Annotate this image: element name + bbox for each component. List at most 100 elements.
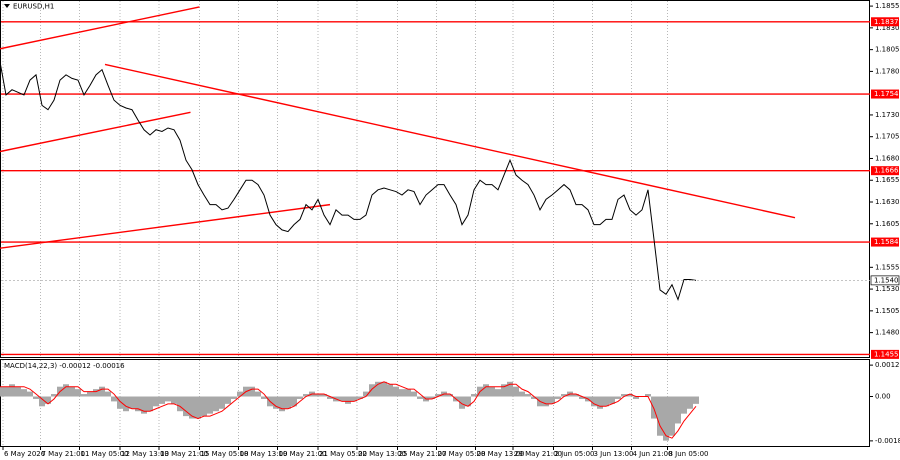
histogram-bar [561,394,567,397]
macd-panel-frame [0,359,870,447]
histogram-bar [591,396,597,407]
y-tick-label: 1.1630 [875,198,900,206]
histogram-bar [687,396,693,409]
histogram-bar [129,396,135,409]
histogram-bar [417,396,423,399]
level-label: 1.1666 [874,167,899,175]
histogram-bar [261,396,267,399]
histogram-bar [279,396,285,412]
y-tick-label: 1.1680 [875,154,900,162]
histogram-bar [45,396,51,404]
histogram-bar [201,396,207,417]
x-tick-label: 2 Jun 05:00 [555,450,595,458]
histogram-bar [303,394,309,397]
symbol-menu-icon[interactable] [4,4,10,8]
histogram-bar [165,396,171,402]
x-tick-label: 12 May 13:00 [121,450,169,458]
histogram-bar [135,396,141,412]
x-tick-label: 15 May 05:00 [201,450,249,458]
y-tick-label: 1.1855 [875,2,900,10]
histogram-bar [525,394,531,397]
histogram-bar [249,386,255,397]
histogram-bar [141,396,147,414]
histogram-bar [471,394,477,397]
histogram-bar [111,396,117,402]
histogram-bar [651,396,657,419]
histogram-bar [657,396,663,436]
x-tick-label: 4 Jun 21:00 [633,450,673,458]
histogram-bar [15,386,21,397]
level-label: 1.1754 [874,90,899,98]
histogram-bar [75,389,81,397]
level-label: 1.1584 [874,238,899,246]
histogram-bar [81,394,87,397]
y-tick-label: 0.00128 [875,361,900,369]
histogram-bar [195,396,201,419]
histogram-bar [693,396,699,404]
level-label-box [871,166,899,176]
histogram-bar [207,396,213,414]
histogram-bar [345,396,351,404]
histogram-bar [597,396,603,409]
histogram-bar [501,384,507,397]
histogram-bar [159,396,165,404]
histogram-bar [9,384,15,397]
histogram-bar [171,396,177,404]
histogram-bar [543,396,549,407]
y-tick-label: 1.1655 [875,176,900,184]
histogram-bar [225,396,231,404]
histogram-bar [513,386,519,397]
histogram-bar [621,394,627,397]
x-tick-label: 13 May 21:00 [160,450,208,458]
histogram-bar [645,394,651,397]
histogram-bar [663,396,669,441]
x-tick-label: 25 May 21:00 [399,450,447,458]
y-tick-label: 1.1530 [875,285,900,293]
y-tick-label: 0.00 [875,393,891,401]
histogram-bar [573,394,579,397]
histogram-bar [255,391,261,397]
x-tick-label: 28 May 13:00 [477,450,525,458]
y-tick-label: 1.1480 [875,329,900,337]
histogram-bar [231,396,237,399]
histogram-bar [27,391,33,397]
histogram-bar [237,391,243,397]
x-tick-label: 22 May 13:00 [358,450,406,458]
y-tick-label: 1.1555 [875,263,900,271]
trend-line [104,63,796,219]
histogram-bar [393,386,399,397]
histogram-bar [87,391,93,397]
histogram-bar [357,396,363,399]
histogram-bar [507,381,513,397]
histogram-bar [99,386,105,397]
y-tick-label: 1.1830 [875,24,900,32]
macd-title: MACD(14,22,3) -0.00012 -0.00016 [4,362,125,370]
x-tick-label: 18 May 13:00 [240,450,288,458]
histogram-bar [183,396,189,417]
histogram-bar [459,396,465,409]
histogram-bar [681,396,687,414]
histogram-bar [465,396,471,407]
last-price-box [870,275,900,286]
histogram-bar [447,394,453,397]
histogram-bar [615,396,621,399]
histogram-bar [531,396,537,399]
histogram-bar [21,389,27,397]
histogram-bar [519,391,525,397]
histogram-bar [39,396,45,407]
histogram-bar [405,389,411,397]
level-label-box [871,89,899,99]
trend-line [0,203,331,249]
histogram-bar [93,389,99,397]
x-tick-label: 8 Jun 05:00 [669,450,709,458]
x-tick-label: 3 Jun 13:00 [594,450,634,458]
histogram-bar [327,396,333,399]
histogram-bar [153,396,159,407]
y-tick-label: 1.1805 [875,46,900,54]
last-price-label: 1.1540 [874,276,899,284]
histogram-bar [675,396,681,424]
x-tick-label: 27 May 05:00 [438,450,486,458]
